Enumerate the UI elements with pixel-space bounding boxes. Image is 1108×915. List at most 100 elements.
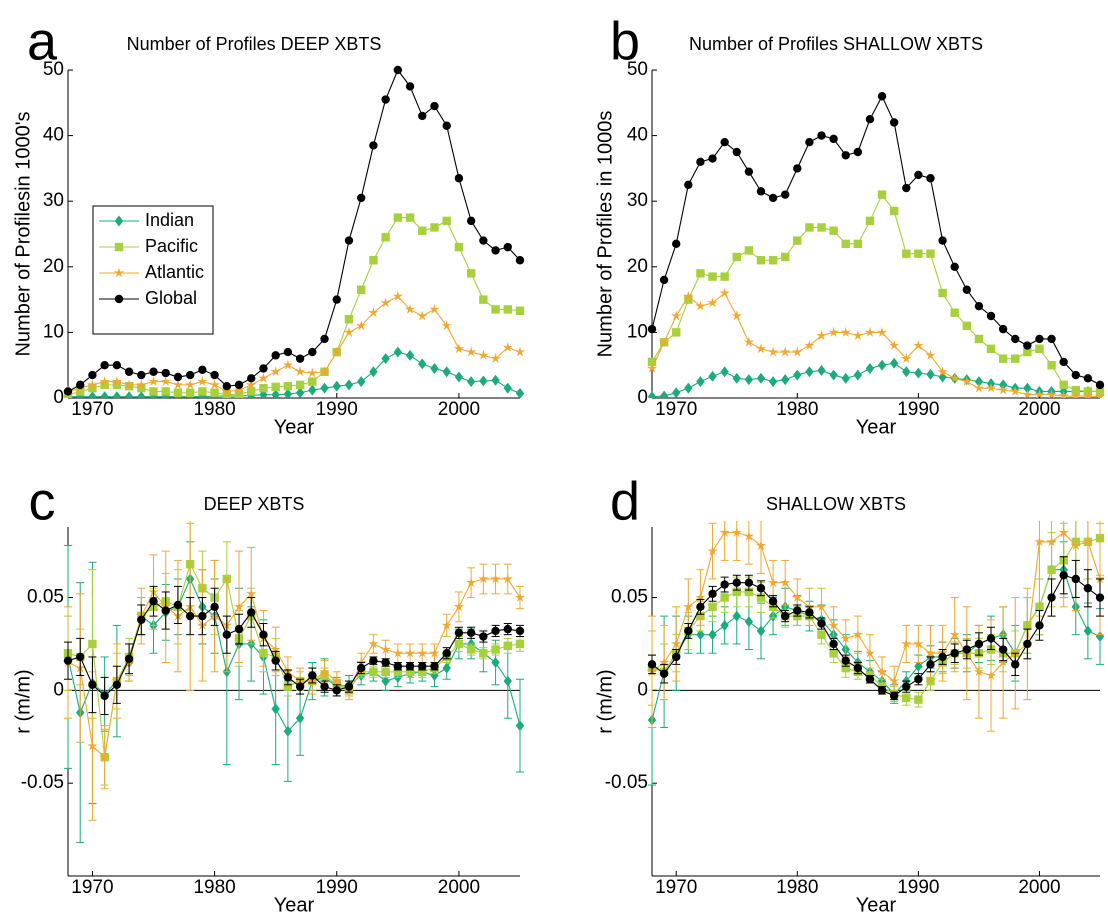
marker — [708, 370, 717, 382]
panel: d SHALLOW XBTS r (m/m) Year -0.05 0 0.05 1970 19… — [594, 471, 1106, 915]
marker — [828, 326, 839, 337]
marker — [100, 361, 109, 370]
marker — [380, 297, 391, 308]
marker — [112, 680, 122, 689]
marker — [111, 376, 123, 387]
marker — [877, 92, 887, 101]
marker — [877, 359, 887, 371]
marker — [502, 342, 513, 352]
marker — [841, 656, 850, 665]
marker — [756, 625, 766, 637]
marker — [271, 351, 280, 360]
marker — [430, 670, 439, 681]
marker — [246, 588, 257, 599]
marker — [647, 391, 657, 398]
marker — [112, 391, 122, 398]
marker — [294, 366, 306, 377]
y-tick-label: 0.05 — [27, 587, 64, 608]
series-line — [67, 578, 521, 759]
marker — [889, 691, 899, 701]
series-line — [68, 351, 521, 398]
marker — [865, 216, 875, 226]
marker — [647, 660, 657, 669]
marker — [222, 390, 232, 398]
y-tick-label: -0.05 — [21, 772, 64, 793]
y-tick-label: 40 — [627, 125, 648, 146]
marker — [1058, 527, 1069, 537]
marker — [672, 239, 681, 249]
marker — [63, 656, 73, 665]
marker — [308, 671, 317, 680]
x-tick-label: 1970 — [655, 877, 697, 898]
marker — [295, 387, 305, 398]
marker — [137, 615, 146, 625]
marker — [707, 545, 718, 556]
marker — [503, 675, 512, 687]
marker — [198, 611, 207, 621]
legend-label: Pacific — [145, 236, 198, 256]
marker — [453, 343, 465, 354]
panel-letter: d — [610, 471, 640, 531]
series — [63, 521, 525, 786]
marker — [356, 285, 366, 294]
marker — [647, 357, 657, 367]
marker — [466, 628, 476, 638]
marker — [454, 174, 464, 183]
marker — [876, 666, 888, 677]
marker — [902, 249, 911, 258]
marker — [479, 649, 488, 658]
marker — [222, 381, 232, 391]
series-line — [651, 292, 1101, 398]
chart-title: Number of Profiles DEEP XBTS — [127, 34, 382, 54]
marker — [732, 372, 741, 384]
marker — [418, 667, 427, 676]
marker — [308, 377, 317, 386]
marker — [331, 346, 342, 357]
marker — [479, 236, 488, 245]
marker — [88, 680, 97, 689]
marker — [380, 644, 391, 654]
marker — [246, 379, 257, 390]
marker — [454, 371, 464, 383]
marker — [805, 223, 814, 232]
marker — [780, 374, 790, 386]
marker — [829, 649, 838, 658]
marker — [295, 354, 305, 363]
marker — [876, 326, 888, 337]
marker — [962, 321, 972, 331]
marker — [222, 630, 232, 639]
marker — [185, 370, 195, 380]
marker — [466, 376, 476, 388]
marker — [937, 366, 948, 377]
marker — [271, 389, 280, 398]
marker — [465, 346, 477, 357]
marker — [913, 638, 924, 649]
marker — [840, 326, 851, 337]
x-tick-label: 1990 — [897, 877, 939, 898]
marker — [817, 619, 826, 628]
marker — [270, 366, 281, 377]
marker — [259, 364, 268, 373]
marker — [405, 213, 415, 222]
marker — [962, 645, 972, 654]
marker — [1095, 593, 1105, 602]
series-line — [67, 600, 521, 697]
marker — [514, 592, 526, 602]
x-axis-label: Year — [856, 894, 897, 915]
marker — [453, 601, 465, 612]
series — [63, 65, 525, 396]
marker — [113, 267, 125, 278]
marker — [210, 388, 219, 397]
marker — [853, 663, 863, 673]
marker — [805, 366, 814, 378]
marker — [829, 226, 838, 235]
marker — [805, 608, 814, 617]
marker — [914, 660, 923, 672]
marker — [356, 663, 366, 673]
marker — [902, 183, 911, 193]
marker — [343, 326, 355, 337]
marker — [99, 376, 110, 387]
series — [63, 541, 525, 844]
marker — [381, 95, 390, 104]
marker — [950, 262, 959, 271]
